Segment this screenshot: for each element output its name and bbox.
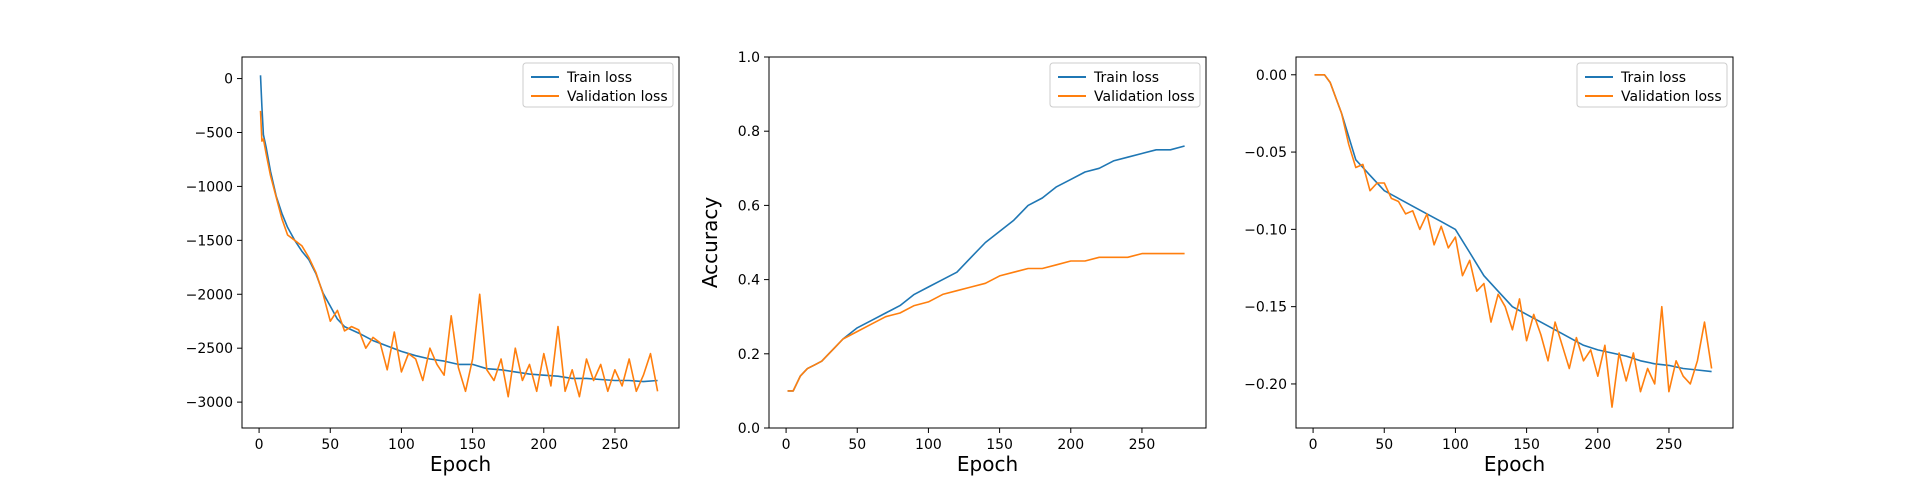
series-line-train: [259, 75, 658, 383]
x-axis-title: Epoch: [1484, 452, 1545, 476]
legend-label-train: Train loss: [1620, 70, 1686, 86]
x-tick-label: 50: [848, 437, 866, 453]
chart-panel-1: 0 50 100 150 200 250 0 −500 −1000 −1500 −2000 −2500…: [186, 56, 680, 476]
legend-label-validation: Validation loss: [1094, 89, 1195, 105]
x-axis-title: Epoch: [957, 452, 1018, 476]
series-line-train: [1314, 74, 1712, 373]
x-tick-label: 0: [255, 437, 264, 453]
y-tick-label: −2000: [186, 287, 233, 303]
y-tick-label: −0.05: [1244, 145, 1287, 161]
axes-frame: [1295, 56, 1734, 429]
chart-panel-2: 0 50 100 150 200 250 0.0 0.2 0.4 0.6 0.8 1.0 Epoch Ac…: [698, 50, 1207, 476]
x-tick-label: 0: [1309, 437, 1318, 453]
x-tick-label: 200: [1584, 437, 1611, 453]
y-tick-label: −1500: [186, 233, 233, 249]
x-tick-label: 0: [782, 437, 791, 453]
series-line-train: [787, 145, 1185, 392]
legend: Train loss Validation loss: [1576, 62, 1728, 108]
x-tick-label: 150: [1513, 437, 1540, 453]
series-line-validation: [787, 252, 1185, 392]
x-axis-title: Epoch: [430, 452, 491, 476]
y-tick-label: 0: [224, 72, 233, 88]
legend-box: [1049, 62, 1201, 108]
x-tick-label: 50: [1375, 437, 1393, 453]
y-tick-label: 0.4: [738, 273, 760, 289]
y-tick-label: −1000: [186, 179, 233, 195]
y-tick-label: −0.15: [1244, 300, 1287, 316]
y-tick-label: 0.0: [738, 421, 760, 437]
legend-label-validation: Validation loss: [567, 89, 668, 105]
x-tick-label: 250: [1129, 437, 1156, 453]
legend: Train loss Validation loss: [1049, 62, 1201, 108]
x-tick-label: 50: [321, 437, 339, 453]
legend: Train loss Validation loss: [522, 62, 674, 108]
legend-box: [522, 62, 674, 108]
axes-frame: [241, 56, 680, 429]
y-tick-label: 0.8: [738, 124, 760, 140]
x-tick-label: 100: [388, 437, 415, 453]
legend-label-train: Train loss: [1093, 70, 1159, 86]
y-tick-label: −2500: [186, 341, 233, 357]
y-tick-label: 0.00: [1256, 68, 1287, 84]
y-tick-label: 1.0: [738, 50, 760, 66]
y-tick-label: 0.6: [738, 198, 760, 214]
x-tick-label: 150: [459, 437, 486, 453]
y-tick-label: 0.2: [738, 347, 760, 363]
x-tick-label: 250: [602, 437, 629, 453]
x-tick-label: 100: [1442, 437, 1469, 453]
chart-panel-3: 0 50 100 150 200 250 0.00 −0.05 −0.10 −0.15 −0.20 E…: [1244, 56, 1734, 476]
x-tick-label: 200: [1057, 437, 1084, 453]
x-tick-label: 250: [1656, 437, 1683, 453]
legend-box: [1576, 62, 1728, 108]
series-line-validation: [1314, 74, 1713, 408]
legend-label-train: Train loss: [566, 70, 632, 86]
y-axis-title: Accuracy: [698, 197, 722, 288]
y-tick-label: −3000: [186, 395, 233, 411]
legend-label-validation: Validation loss: [1621, 89, 1722, 105]
y-tick-label: −500: [195, 125, 233, 141]
x-tick-label: 100: [915, 437, 942, 453]
y-tick-label: −0.10: [1244, 222, 1287, 238]
x-tick-label: 200: [530, 437, 557, 453]
y-tick-label: −0.20: [1244, 377, 1287, 393]
axes-frame: [768, 56, 1207, 429]
series-line-validation: [259, 110, 659, 398]
x-tick-label: 150: [986, 437, 1013, 453]
